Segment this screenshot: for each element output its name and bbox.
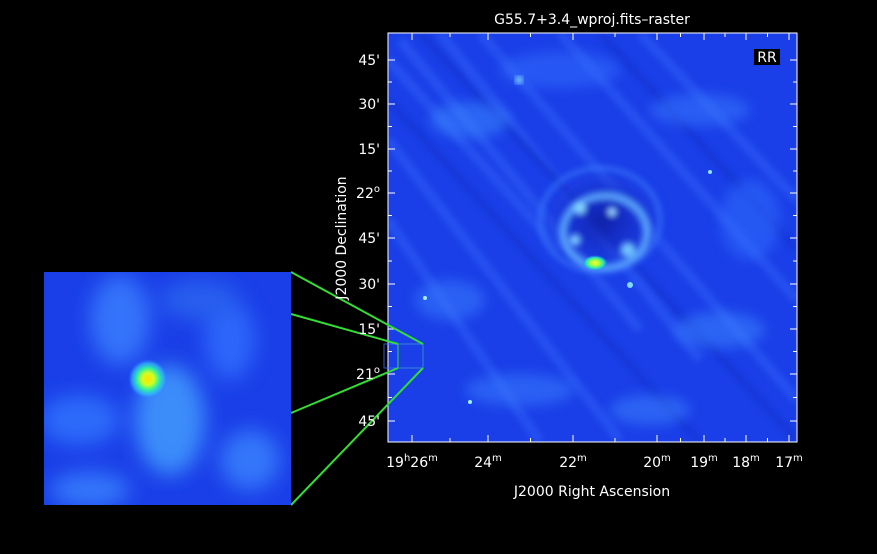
x-axis-label: J2000 Right Ascension bbox=[513, 484, 670, 500]
ra-tick-label: 19m bbox=[690, 453, 718, 471]
ra-tick-label: 24m bbox=[474, 453, 502, 471]
dec-tick-label: 15' bbox=[358, 142, 380, 158]
ra-tick-label: 19h26m bbox=[386, 453, 438, 471]
dec-tick-label: 21o bbox=[356, 365, 380, 383]
dec-tick-label: 45' bbox=[358, 414, 380, 430]
ra-tick-label: 20m bbox=[643, 453, 671, 471]
raster-image[interactable] bbox=[388, 33, 797, 442]
dec-tick-labels: 45' 30' 15' 22o 45' 30' 15' 21o 45' bbox=[356, 53, 380, 430]
dec-tick-label: 45' bbox=[358, 231, 380, 247]
plot-title: G55.7+3.4_wproj.fits–raster bbox=[494, 12, 690, 28]
dec-tick-label: 30' bbox=[358, 277, 380, 293]
ra-tick-labels: 19h26m 24m 22m 20m 19m 18m 17m bbox=[386, 453, 803, 471]
dec-tick-label: 22o bbox=[356, 184, 380, 202]
y-axis-label: J2000 Declination bbox=[334, 176, 350, 300]
dec-tick-label: 30' bbox=[358, 97, 380, 113]
axis-ticks bbox=[388, 33, 797, 442]
dec-tick-label: 45' bbox=[358, 53, 380, 69]
zoom-inset[interactable] bbox=[40, 272, 291, 508]
dec-tick-label: 15' bbox=[358, 322, 380, 338]
polarization-badge: RR bbox=[757, 50, 777, 66]
ra-tick-label: 22m bbox=[559, 453, 587, 471]
polarization-badge-bg bbox=[754, 49, 780, 65]
ra-tick-label: 18m bbox=[732, 453, 760, 471]
zoom-connector-lines bbox=[290, 271, 424, 506]
zoom-region-outline bbox=[383, 343, 424, 369]
ra-tick-label: 17m bbox=[775, 453, 803, 471]
